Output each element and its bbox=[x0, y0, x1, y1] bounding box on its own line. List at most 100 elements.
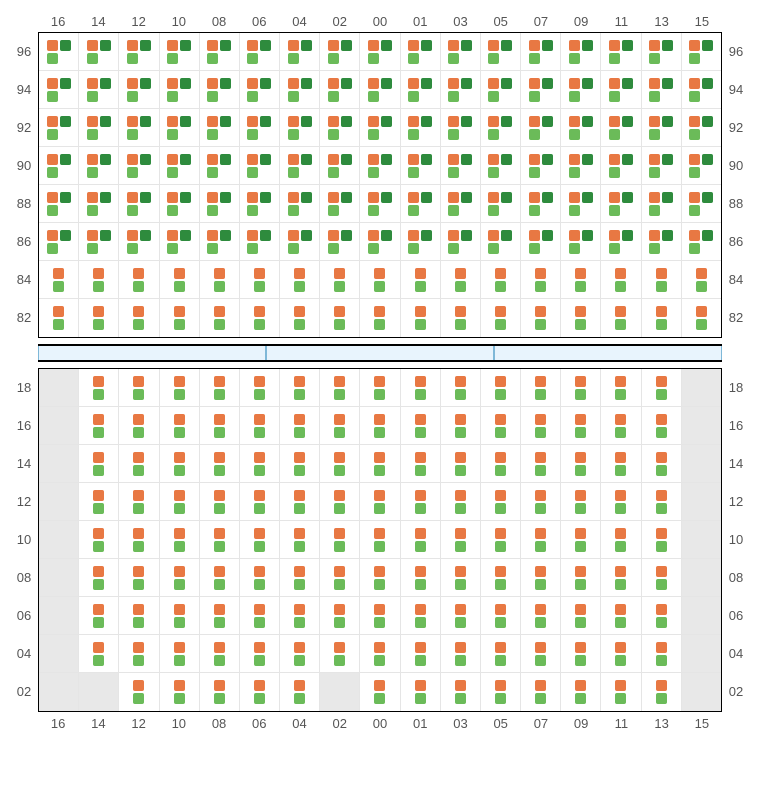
slot-cell[interactable] bbox=[240, 71, 280, 108]
slot-cell[interactable] bbox=[601, 109, 641, 146]
slot-cell[interactable] bbox=[79, 185, 119, 222]
slot-cell[interactable] bbox=[441, 185, 481, 222]
slot-cell[interactable] bbox=[441, 33, 481, 70]
slot-cell[interactable] bbox=[119, 299, 159, 337]
slot-cell[interactable] bbox=[320, 483, 360, 520]
slot-cell[interactable] bbox=[39, 299, 79, 337]
slot-cell[interactable] bbox=[160, 407, 200, 444]
slot-cell[interactable] bbox=[240, 597, 280, 634]
slot-cell[interactable] bbox=[441, 597, 481, 634]
slot-cell[interactable] bbox=[280, 559, 320, 596]
slot-cell[interactable] bbox=[280, 147, 320, 184]
slot-cell[interactable] bbox=[481, 559, 521, 596]
slot-cell[interactable] bbox=[561, 109, 601, 146]
slot-cell[interactable] bbox=[360, 109, 400, 146]
slot-cell[interactable] bbox=[160, 33, 200, 70]
slot-cell[interactable] bbox=[601, 71, 641, 108]
slot-cell[interactable] bbox=[240, 261, 280, 298]
slot-cell[interactable] bbox=[401, 635, 441, 672]
slot-cell[interactable] bbox=[79, 521, 119, 558]
slot-cell[interactable] bbox=[360, 521, 400, 558]
slot-cell[interactable] bbox=[561, 261, 601, 298]
slot-cell[interactable] bbox=[441, 407, 481, 444]
slot-cell[interactable] bbox=[601, 635, 641, 672]
slot-cell[interactable] bbox=[521, 369, 561, 406]
slot-cell[interactable] bbox=[119, 33, 159, 70]
slot-cell[interactable] bbox=[642, 445, 682, 482]
slot-cell[interactable] bbox=[360, 223, 400, 260]
slot-cell[interactable] bbox=[401, 109, 441, 146]
slot-cell[interactable] bbox=[401, 521, 441, 558]
slot-cell[interactable] bbox=[401, 597, 441, 634]
slot-cell[interactable] bbox=[200, 147, 240, 184]
slot-cell[interactable] bbox=[200, 559, 240, 596]
slot-cell[interactable] bbox=[360, 635, 400, 672]
slot-cell[interactable] bbox=[240, 407, 280, 444]
slot-cell[interactable] bbox=[601, 261, 641, 298]
slot-cell[interactable] bbox=[119, 185, 159, 222]
slot-cell[interactable] bbox=[200, 445, 240, 482]
slot-cell[interactable] bbox=[79, 369, 119, 406]
slot-cell[interactable] bbox=[561, 597, 601, 634]
slot-cell[interactable] bbox=[240, 483, 280, 520]
slot-cell[interactable] bbox=[360, 33, 400, 70]
slot-cell[interactable] bbox=[360, 597, 400, 634]
slot-cell[interactable] bbox=[561, 71, 601, 108]
slot-cell[interactable] bbox=[200, 673, 240, 711]
slot-cell[interactable] bbox=[481, 483, 521, 520]
slot-cell[interactable] bbox=[441, 71, 481, 108]
slot-cell[interactable] bbox=[642, 33, 682, 70]
slot-cell[interactable] bbox=[521, 635, 561, 672]
slot-cell[interactable] bbox=[601, 407, 641, 444]
slot-cell[interactable] bbox=[160, 71, 200, 108]
slot-cell[interactable] bbox=[521, 597, 561, 634]
slot-cell[interactable] bbox=[200, 407, 240, 444]
slot-cell[interactable] bbox=[360, 559, 400, 596]
slot-cell[interactable] bbox=[642, 261, 682, 298]
slot-cell[interactable] bbox=[521, 109, 561, 146]
slot-cell[interactable] bbox=[160, 299, 200, 337]
slot-cell[interactable] bbox=[320, 559, 360, 596]
slot-cell[interactable] bbox=[79, 33, 119, 70]
slot-cell[interactable] bbox=[481, 109, 521, 146]
slot-cell[interactable] bbox=[521, 71, 561, 108]
slot-cell[interactable] bbox=[441, 261, 481, 298]
slot-cell[interactable] bbox=[481, 635, 521, 672]
slot-cell[interactable] bbox=[160, 635, 200, 672]
slot-cell[interactable] bbox=[441, 147, 481, 184]
slot-cell[interactable] bbox=[200, 483, 240, 520]
slot-cell[interactable] bbox=[682, 299, 721, 337]
slot-cell[interactable] bbox=[521, 223, 561, 260]
slot-cell[interactable] bbox=[642, 673, 682, 711]
slot-cell[interactable] bbox=[401, 673, 441, 711]
slot-cell[interactable] bbox=[200, 71, 240, 108]
slot-cell[interactable] bbox=[280, 597, 320, 634]
slot-cell[interactable] bbox=[642, 299, 682, 337]
slot-cell[interactable] bbox=[119, 559, 159, 596]
slot-cell[interactable] bbox=[401, 369, 441, 406]
slot-cell[interactable] bbox=[441, 635, 481, 672]
slot-cell[interactable] bbox=[360, 147, 400, 184]
slot-cell[interactable] bbox=[160, 185, 200, 222]
slot-cell[interactable] bbox=[320, 71, 360, 108]
slot-cell[interactable] bbox=[240, 33, 280, 70]
slot-cell[interactable] bbox=[200, 33, 240, 70]
slot-cell[interactable] bbox=[521, 445, 561, 482]
slot-cell[interactable] bbox=[200, 261, 240, 298]
slot-cell[interactable] bbox=[240, 521, 280, 558]
slot-cell[interactable] bbox=[441, 109, 481, 146]
slot-cell[interactable] bbox=[360, 369, 400, 406]
slot-cell[interactable] bbox=[561, 445, 601, 482]
slot-cell[interactable] bbox=[200, 369, 240, 406]
slot-cell[interactable] bbox=[401, 71, 441, 108]
slot-cell[interactable] bbox=[642, 521, 682, 558]
slot-cell[interactable] bbox=[441, 559, 481, 596]
slot-cell[interactable] bbox=[240, 109, 280, 146]
slot-cell[interactable] bbox=[401, 223, 441, 260]
slot-cell[interactable] bbox=[521, 147, 561, 184]
slot-cell[interactable] bbox=[481, 369, 521, 406]
slot-cell[interactable] bbox=[401, 185, 441, 222]
slot-cell[interactable] bbox=[561, 185, 601, 222]
slot-cell[interactable] bbox=[320, 185, 360, 222]
slot-cell[interactable] bbox=[601, 33, 641, 70]
